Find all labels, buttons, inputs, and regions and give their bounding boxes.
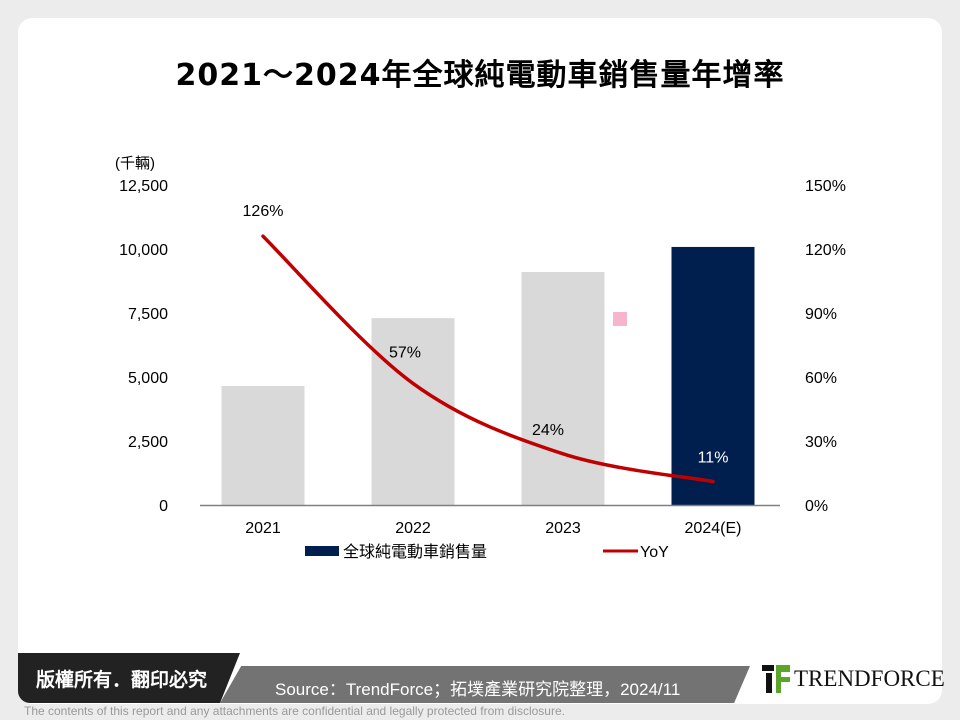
y-left-tick: 0 <box>159 498 168 515</box>
slide-card <box>18 18 942 704</box>
trendforce-logo: TRENDFORCE <box>762 665 945 693</box>
y-right-tick: 90% <box>805 306 837 323</box>
y-right-tick: 150% <box>805 178 846 195</box>
source-text: Source：TrendForce；拓墣產業研究院整理，2024/11 <box>275 680 681 699</box>
bar-2023 <box>521 272 605 505</box>
y-left-tick: 10,000 <box>119 242 168 259</box>
disclaimer: The contents of this report and any atta… <box>24 704 565 718</box>
yoy-line <box>261 234 715 484</box>
yoy-label: 11% <box>698 450 729 467</box>
x-tick: 2021 <box>245 520 281 537</box>
x-tick: 2023 <box>545 520 581 537</box>
bar-2024(E) <box>671 246 755 505</box>
bar-2021 <box>221 385 305 505</box>
y-left-tick: 12,500 <box>119 178 168 195</box>
y-left-tick: 2,500 <box>128 434 168 451</box>
legend-bar-swatch <box>305 546 339 556</box>
yoy-label: 126% <box>243 203 284 220</box>
copyright-banner: 版權所有．翻印必究 <box>18 653 240 703</box>
yoy-label: 24% <box>532 422 564 439</box>
y-left-tick: 5,000 <box>128 370 168 387</box>
y-right-tick: 60% <box>805 370 837 387</box>
source-banner: Source：TrendForce；拓墣產業研究院整理，2024/11 <box>220 666 750 703</box>
y-left-unit: (千輛) <box>115 155 155 172</box>
chart-title: 2021～2024年全球純電動車銷售量年增率 <box>175 58 785 93</box>
trendforce-logo-text: TRENDFORCE <box>794 666 945 691</box>
bar-2022 <box>371 318 455 505</box>
x-tick: 2024(E) <box>685 520 742 537</box>
y-right-tick: 30% <box>805 434 837 451</box>
y-left-tick: 7,500 <box>128 306 168 323</box>
copyright-text: 版權所有．翻印必究 <box>36 669 208 691</box>
trendforce-mark-icon <box>762 665 790 693</box>
y-right-tick: 120% <box>805 242 846 259</box>
legend-line-label: YoY <box>640 544 669 561</box>
legend-bar-label: 全球純電動車銷售量 <box>343 543 487 561</box>
x-tick: 2022 <box>395 520 431 537</box>
watermark-dot <box>613 312 627 326</box>
y-right-tick: 0% <box>805 498 828 515</box>
yoy-label: 57% <box>389 344 421 361</box>
